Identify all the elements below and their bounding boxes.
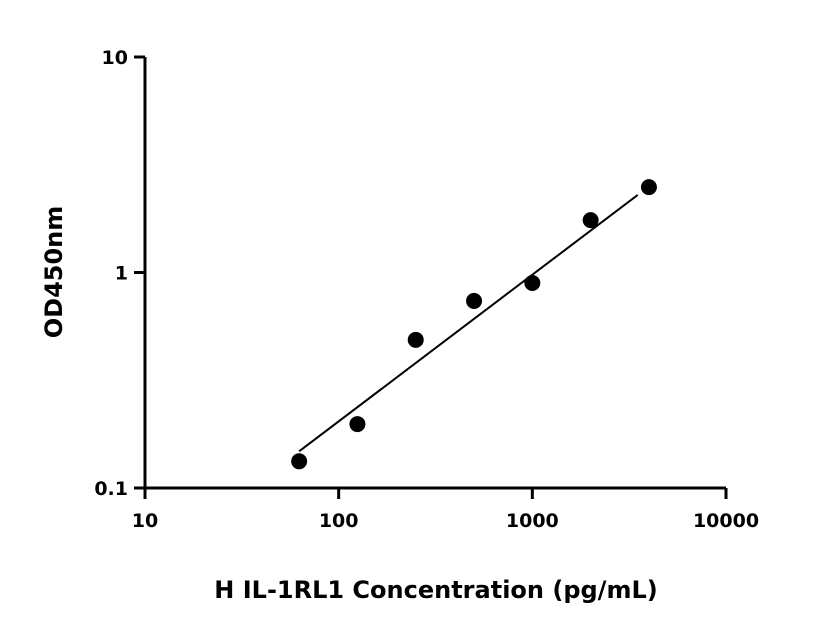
ticks: 10 100 1000 10000 0.1 1 10 [94, 47, 759, 532]
data-point [407, 331, 424, 348]
x-tick-label: 100 [319, 510, 359, 532]
data-point [291, 453, 308, 470]
fit-line [298, 194, 639, 453]
axes [143, 57, 726, 490]
x-axis-title: H IL-1RL1 Concentration (pg/mL) [214, 576, 657, 604]
data-point [640, 179, 657, 196]
data-point [582, 212, 599, 229]
data-point [524, 274, 541, 291]
x-tick-label: 10 [132, 510, 158, 532]
y-tick-label: 10 [102, 47, 128, 69]
y-tick-label: 0.1 [94, 478, 128, 500]
data-point [466, 292, 483, 309]
data-point [349, 416, 366, 433]
y-tick-label: 1 [115, 263, 128, 285]
y-axis-title: OD450nm [40, 206, 68, 339]
fit-line-group [298, 194, 639, 453]
x-tick-label: 1000 [506, 510, 559, 532]
data-points [291, 179, 657, 470]
x-tick-label: 10000 [693, 510, 759, 532]
